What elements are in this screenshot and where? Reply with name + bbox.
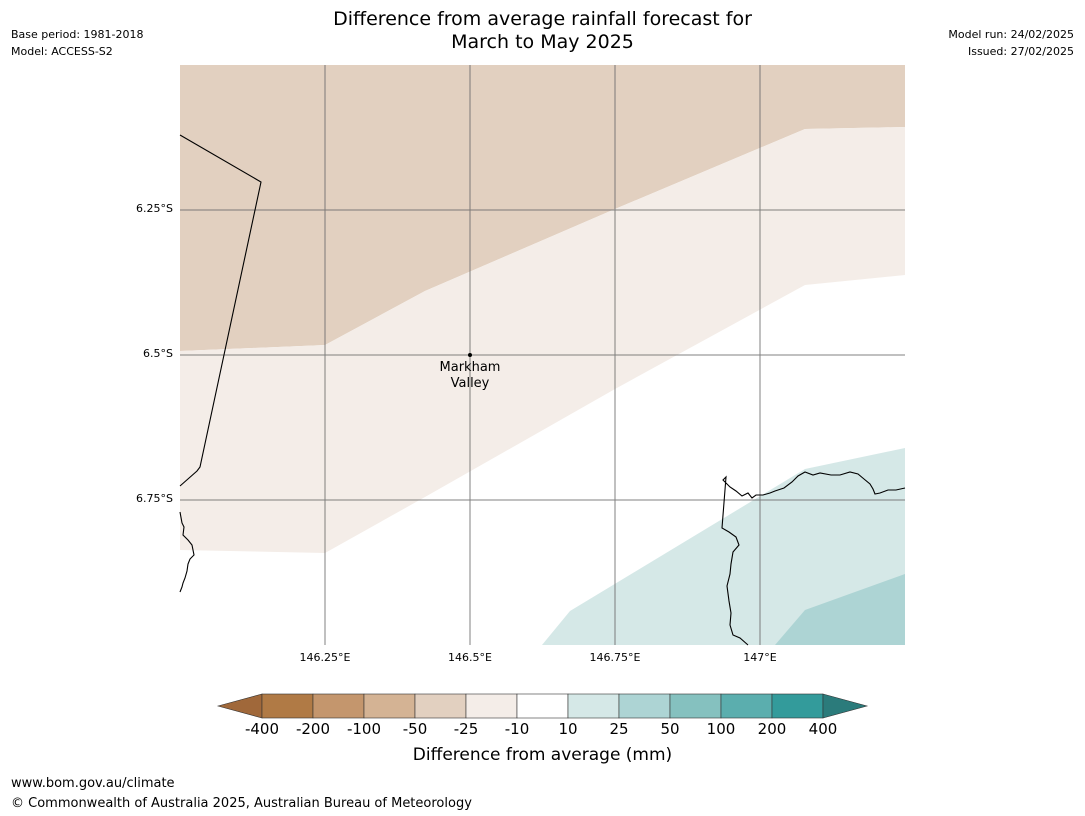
colorbar-tick-label: 10 <box>558 720 578 738</box>
colorbar-tick-label: -400 <box>244 720 280 738</box>
place-label: Markham Valley <box>420 360 520 392</box>
region-10-to-25 <box>542 448 905 645</box>
colorbar-extend-high <box>822 693 869 719</box>
colorbar <box>216 693 869 719</box>
colorbar-segment <box>720 693 773 719</box>
colorbar-tick-label: 400 <box>808 720 838 738</box>
colorbar-tick-label: 50 <box>660 720 680 738</box>
colorbar-segment <box>516 693 569 719</box>
run-info: Model run: 24/02/2025 Issued: 27/02/2025 <box>948 26 1074 60</box>
rainfall-map <box>179 65 906 646</box>
colorbar-tick-labels: -400 -200 -100 -50 -25 -10 10 25 50 100 200 400 <box>0 720 1085 740</box>
province-boundary <box>179 134 262 487</box>
lon-label-146-75: 146.75°E <box>589 651 641 664</box>
colorbar-segment <box>567 693 620 719</box>
lon-label-146-5: 146.5°E <box>448 651 492 664</box>
model-run-text: Model run: 24/02/2025 <box>948 28 1074 41</box>
markham-valley-marker <box>468 353 472 357</box>
title-line-1: Difference from average rainfall forecas… <box>333 8 752 30</box>
model-info: Base period: 1981-2018 Model: ACCESS-S2 <box>11 26 143 60</box>
lat-label-6-25: 6.25°S <box>136 202 173 215</box>
issued-date-text: Issued: 27/02/2025 <box>967 45 1074 58</box>
base-period-text: Base period: 1981-2018 <box>11 28 144 41</box>
place-label-line-2: Valley <box>450 376 490 391</box>
colorbar-tick-label: 100 <box>706 720 736 738</box>
footer: www.bom.gov.au/climate © Commonwealth of… <box>11 774 472 814</box>
map-title: Difference from average rainfall forecas… <box>230 8 855 54</box>
colorbar-tick-label: -200 <box>295 720 331 738</box>
copyright-text: © Commonwealth of Australia 2025, Austra… <box>11 796 472 811</box>
colorbar-title: Difference from average (mm) <box>412 745 673 765</box>
title-line-2: March to May 2025 <box>451 31 634 53</box>
lon-label-146-25: 146.25°E <box>299 651 351 664</box>
region-minus25-to-minus10 <box>180 127 905 553</box>
colorbar-extend-low <box>216 693 263 719</box>
colorbar-segment <box>669 693 722 719</box>
colorbar-segment <box>465 693 518 719</box>
colorbar-segment <box>618 693 671 719</box>
website-link[interactable]: www.bom.gov.au/climate <box>11 776 175 791</box>
colorbar-tick-label: -10 <box>504 720 530 738</box>
colorbar-segment <box>261 693 314 719</box>
huon-gulf-coastline <box>721 471 906 646</box>
colorbar-tick-label: -50 <box>402 720 428 738</box>
colorbar-tick-label: -25 <box>453 720 479 738</box>
model-name-text: Model: ACCESS-S2 <box>11 45 113 58</box>
lat-label-6-75: 6.75°S <box>136 492 173 505</box>
region-25-to-50 <box>775 574 905 645</box>
place-label-line-1: Markham <box>439 360 501 375</box>
colorbar-tick-label: 25 <box>609 720 629 738</box>
colorbar-segment <box>312 693 365 719</box>
colorbar-tick-label: 200 <box>757 720 787 738</box>
western-coastline <box>179 511 195 593</box>
lat-label-6-5: 6.5°S <box>143 347 173 360</box>
colorbar-segment <box>363 693 416 719</box>
colorbar-tick-label: -100 <box>346 720 382 738</box>
colorbar-segment <box>414 693 467 719</box>
colorbar-segment <box>771 693 824 719</box>
lon-label-147: 147°E <box>743 651 777 664</box>
region-minus50-to-minus25 <box>180 65 905 351</box>
